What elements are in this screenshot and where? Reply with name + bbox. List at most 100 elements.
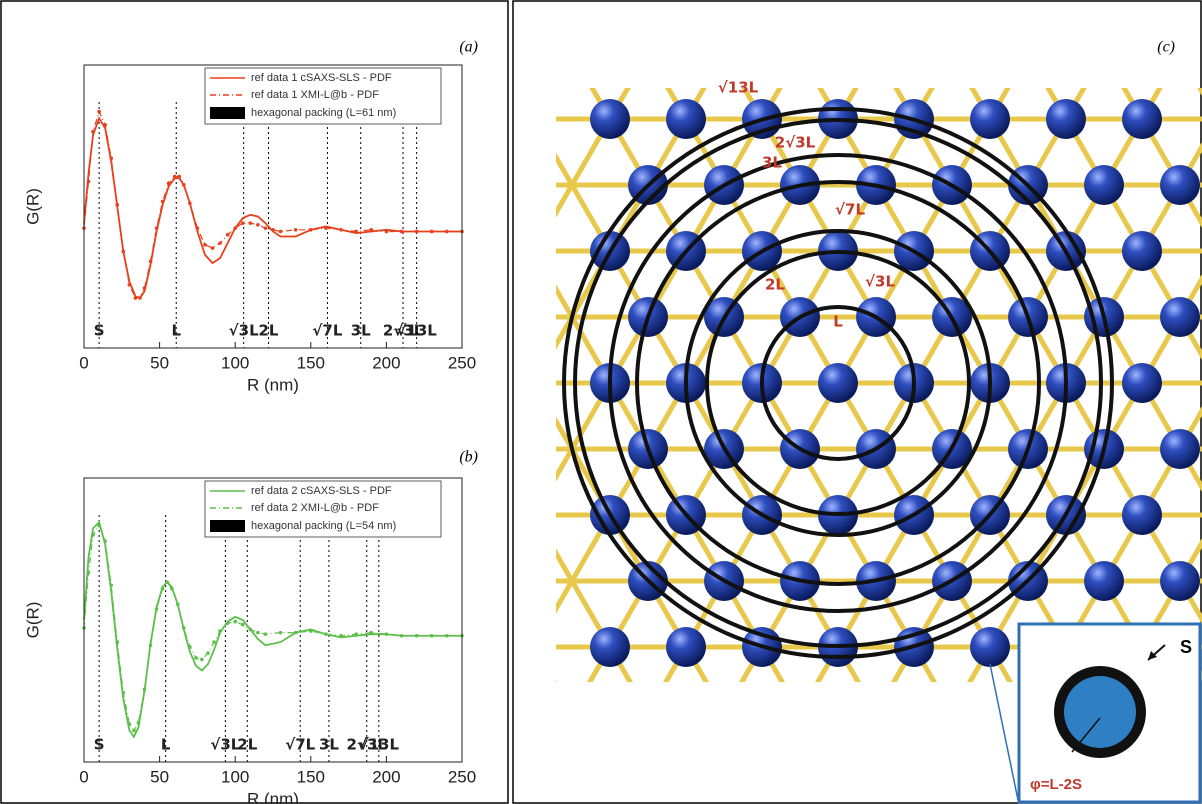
- bond: [458, 53, 496, 119]
- panel-label: (b): [459, 449, 478, 466]
- bond: [382, 119, 420, 185]
- data-point: [445, 634, 449, 638]
- x-tick-label: 200: [372, 767, 400, 786]
- reference-label: S: [94, 736, 105, 754]
- bond: [382, 185, 420, 251]
- data-point: [309, 228, 313, 232]
- y-axis-label: G(R): [23, 602, 42, 639]
- data-point: [176, 602, 180, 606]
- bond: [344, 383, 382, 449]
- x-tick-label: 100: [221, 767, 249, 786]
- data-point: [128, 722, 132, 726]
- sphere: [1160, 165, 1200, 205]
- y-axis-label: G(R): [23, 188, 42, 225]
- data-point: [294, 228, 298, 232]
- data-point: [149, 643, 153, 647]
- data-point: [226, 621, 230, 625]
- legend-label: ref data 1 XMI-L@b - PDF: [251, 89, 379, 101]
- data-point: [173, 175, 177, 179]
- bond: [762, 713, 800, 779]
- bond: [496, 449, 534, 515]
- x-tick-label: 50: [150, 767, 169, 786]
- data-point: [264, 226, 268, 230]
- panel-label: (a): [459, 39, 478, 56]
- data-point: [182, 183, 186, 187]
- bond: [458, 383, 496, 449]
- data-point: [400, 634, 404, 638]
- data-point: [97, 524, 101, 528]
- bond: [534, 53, 572, 119]
- x-tick-label: 0: [79, 353, 88, 372]
- bond: [1180, 53, 1202, 119]
- sphere: [1122, 495, 1162, 535]
- legend-label: ref data 2 XMI-L@b - PDF: [251, 502, 379, 514]
- bond: [420, 119, 458, 185]
- bond: [496, 383, 534, 449]
- bond: [952, 713, 990, 779]
- bond: [610, 713, 648, 779]
- data-point: [149, 260, 153, 264]
- series-line: [84, 112, 462, 298]
- x-tick-label: 150: [297, 767, 325, 786]
- data-point: [218, 629, 222, 633]
- data-point: [115, 640, 119, 644]
- data-point: [167, 181, 171, 185]
- bond: [458, 647, 496, 713]
- data-point: [128, 283, 132, 287]
- x-tick-label: 250: [448, 353, 476, 372]
- bond: [496, 119, 534, 185]
- sphere: [666, 99, 706, 139]
- series-line: [84, 118, 462, 298]
- sphere: [970, 99, 1010, 139]
- sphere: [1160, 561, 1200, 601]
- x-tick-label: 0: [79, 767, 88, 786]
- data-point: [339, 634, 343, 638]
- bond: [534, 251, 572, 317]
- data-point: [400, 230, 404, 234]
- data-point: [137, 721, 141, 725]
- bond: [914, 713, 952, 779]
- series-line: [84, 522, 462, 737]
- data-point: [122, 691, 126, 695]
- bond: [420, 647, 458, 713]
- data-point: [233, 620, 237, 624]
- data-point: [138, 296, 142, 300]
- reference-label: 2L: [258, 322, 278, 340]
- bond: [420, 581, 458, 647]
- bond: [458, 317, 496, 383]
- data-point: [264, 632, 268, 636]
- data-point: [256, 631, 260, 635]
- data-point: [161, 200, 165, 204]
- reference-label: L: [161, 736, 171, 754]
- figure: L√3L2L√7L3L2√3L√13L S φ=L-2S (c) (a)SL√3…: [0, 0, 1202, 804]
- reference-label: √3L: [229, 322, 259, 340]
- sphere: [590, 99, 630, 139]
- data-point: [369, 228, 373, 232]
- legend-label: hexagonal packing (L=61 nm): [251, 107, 396, 119]
- sphere: [666, 627, 706, 667]
- data-point: [143, 286, 147, 290]
- sphere: [1122, 99, 1162, 139]
- reference-label: L: [171, 322, 181, 340]
- legend-swatch: [210, 107, 245, 119]
- data-point: [165, 580, 169, 584]
- x-tick-label: 250: [448, 767, 476, 786]
- data-point: [188, 645, 192, 649]
- data-point: [369, 631, 373, 635]
- ring-label: √7L: [835, 201, 865, 219]
- phi-label: φ=L-2S: [1030, 776, 1082, 793]
- data-point: [339, 228, 343, 232]
- data-point: [445, 230, 449, 234]
- bond: [496, 581, 534, 647]
- x-tick-label: 150: [297, 353, 325, 372]
- bond: [534, 185, 572, 251]
- reference-label: S: [94, 322, 105, 340]
- bond: [382, 383, 420, 449]
- bond: [534, 515, 572, 581]
- x-tick-label: 50: [150, 353, 169, 372]
- ring-label: √3L: [865, 273, 895, 291]
- bond: [534, 119, 572, 185]
- inset-pointer: [990, 664, 1018, 800]
- data-point: [279, 631, 283, 635]
- panel-label: (c): [1157, 39, 1175, 56]
